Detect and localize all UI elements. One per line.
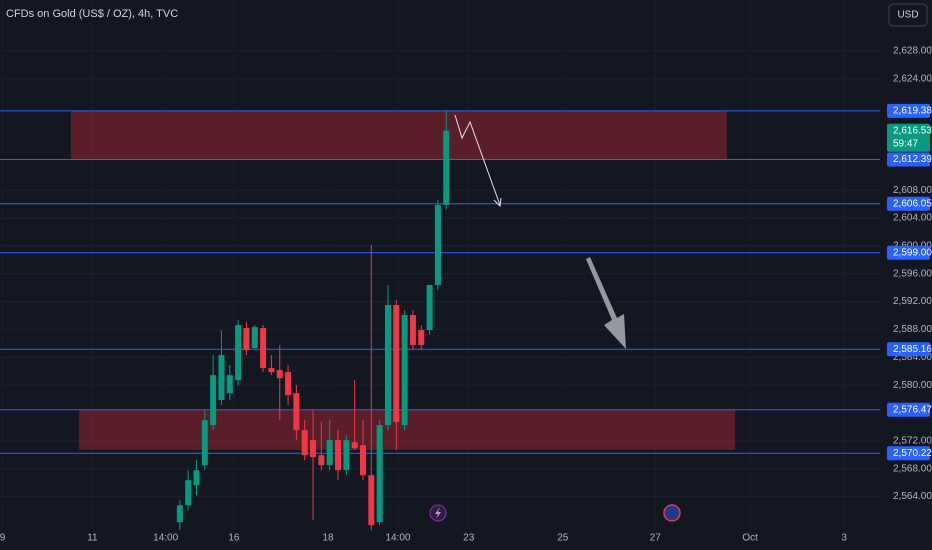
level-label: 2,606.05	[893, 198, 932, 209]
grid-layer	[0, 50, 880, 498]
axis-layer: 2,628.002,624.002,608.002,604.002,600.00…	[0, 45, 932, 543]
candle-body	[285, 372, 292, 396]
x-tick-label: 3	[841, 533, 847, 544]
last-price-label: 2,616.53	[893, 125, 932, 136]
candle-body	[185, 480, 192, 506]
x-tick-label: 14:00	[153, 533, 178, 544]
level-label: 2,576.47	[893, 404, 932, 415]
candle-body	[401, 315, 408, 426]
candle-body	[393, 305, 400, 423]
candle-body	[318, 455, 325, 466]
candle-body	[251, 327, 258, 349]
candle-body	[434, 204, 441, 286]
drawn-arrow	[454, 114, 501, 206]
candle-body	[310, 440, 317, 458]
candle-body	[326, 440, 333, 466]
level-label: 2,619.38	[893, 106, 932, 117]
y-tick-label: 2,608.00	[893, 185, 932, 196]
level-badge	[887, 245, 930, 260]
level-badge	[887, 103, 930, 118]
candle-body	[376, 425, 383, 523]
candle-body	[351, 442, 358, 449]
y-tick-label: 2,604.00	[893, 213, 932, 224]
candle-body	[384, 305, 391, 426]
y-tick-label: 2,596.00	[893, 268, 932, 279]
x-tick-label: 23	[463, 533, 475, 544]
y-tick-label: 2,584.00	[893, 352, 932, 363]
zone-layer	[70, 110, 736, 450]
level-badge	[887, 446, 930, 461]
x-tick-label: 16	[228, 533, 240, 544]
level-badge	[887, 196, 930, 211]
candle-body	[260, 328, 267, 369]
candle-body	[301, 430, 308, 456]
x-tick-label: 18	[322, 533, 334, 544]
candle-body	[268, 368, 275, 373]
candle-body	[193, 470, 200, 486]
candle-body	[335, 440, 342, 471]
candle-body	[418, 330, 425, 346]
level-label: 2,612.39	[893, 154, 932, 165]
level-badge	[887, 152, 930, 167]
candle-body	[243, 328, 250, 351]
candle-body	[443, 130, 450, 205]
drawn-arrow	[586, 257, 626, 349]
countdown-label: 59:47	[893, 138, 918, 149]
y-tick-label: 2,624.00	[893, 73, 932, 84]
y-tick-label: 2,580.00	[893, 380, 932, 391]
candle-body	[201, 420, 208, 466]
level-label: 2,599.00	[893, 247, 932, 258]
x-tick-label: 27	[650, 533, 662, 544]
level-label: 2,585.16	[893, 344, 932, 355]
x-tick-label: 11	[87, 533, 98, 544]
symbol-title: CFDs on Gold (US$ / OZ), 4h, TVC	[6, 8, 178, 20]
candle-body	[293, 393, 300, 431]
zone	[70, 110, 727, 160]
candle-body	[368, 475, 375, 526]
x-tick-label: 9	[0, 533, 6, 544]
level-label: 2,570.22	[893, 448, 932, 459]
y-tick-label: 2,628.00	[893, 45, 932, 56]
currency-label: USD	[897, 10, 918, 21]
currency-button[interactable]	[888, 3, 928, 27]
y-tick-label: 2,572.00	[893, 435, 932, 446]
candle-body	[235, 325, 242, 381]
x-tick-label: Oct	[742, 533, 758, 544]
last-price-badge	[887, 123, 930, 152]
lightning	[435, 507, 441, 519]
flag-icon[interactable]	[663, 504, 681, 522]
candle-body	[176, 505, 183, 523]
y-tick-label: 2,568.00	[893, 463, 932, 474]
level-badge	[887, 402, 930, 417]
candle-body	[210, 375, 217, 426]
y-tick-label: 2,564.00	[893, 491, 932, 502]
candle-layer	[176, 110, 450, 531]
candle-body	[409, 315, 416, 346]
x-tick-label: 25	[557, 533, 569, 544]
arrow-head	[493, 197, 502, 208]
y-tick-label: 2,588.00	[893, 324, 932, 335]
candle-body	[359, 445, 366, 476]
x-tick-label: 14:00	[385, 533, 410, 544]
candle-body	[226, 375, 233, 394]
y-tick-label: 2,592.00	[893, 296, 932, 307]
candle-body	[276, 370, 283, 379]
candle-body	[218, 355, 225, 401]
candle-body	[343, 440, 350, 471]
level-badge	[887, 342, 930, 357]
candle-body	[426, 285, 433, 331]
